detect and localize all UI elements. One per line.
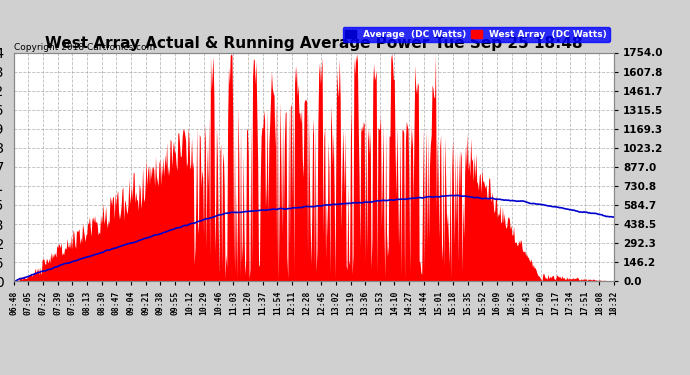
Title: West Array Actual & Running Average Power Tue Sep 25 18:48: West Array Actual & Running Average Powe… [45, 36, 583, 51]
Legend: Average  (DC Watts), West Array  (DC Watts): Average (DC Watts), West Array (DC Watts… [342, 27, 609, 42]
Text: Copyright 2018 Cartronics.com: Copyright 2018 Cartronics.com [14, 44, 155, 52]
